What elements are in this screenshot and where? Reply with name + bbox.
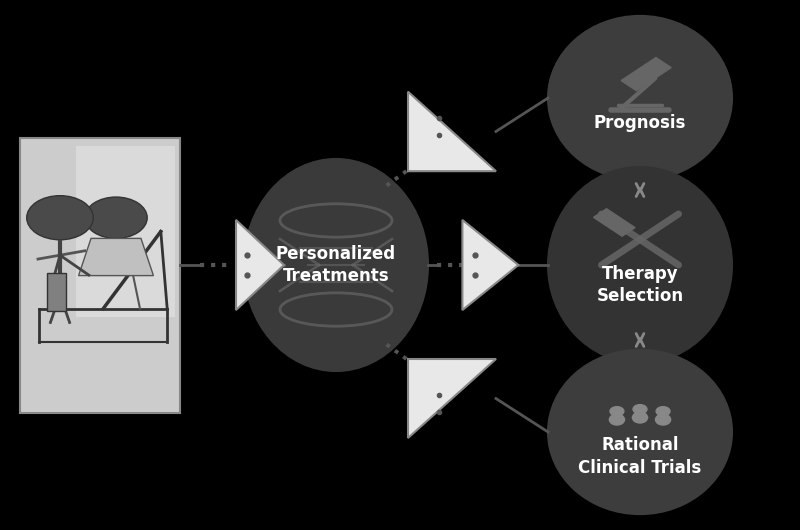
- Polygon shape: [78, 238, 154, 276]
- Ellipse shape: [610, 414, 625, 425]
- Circle shape: [633, 404, 647, 414]
- Ellipse shape: [244, 159, 428, 371]
- FancyBboxPatch shape: [20, 138, 180, 413]
- Ellipse shape: [548, 16, 732, 180]
- Text: Therapy
Selection: Therapy Selection: [597, 264, 683, 305]
- Ellipse shape: [548, 167, 732, 363]
- Polygon shape: [621, 58, 671, 91]
- Ellipse shape: [655, 414, 670, 425]
- Ellipse shape: [548, 350, 732, 514]
- Text: Prognosis: Prognosis: [594, 114, 686, 131]
- Polygon shape: [594, 209, 635, 236]
- Circle shape: [26, 196, 94, 240]
- Polygon shape: [408, 92, 496, 171]
- Polygon shape: [408, 359, 496, 438]
- Circle shape: [610, 407, 624, 416]
- Circle shape: [656, 407, 670, 416]
- Polygon shape: [236, 220, 284, 310]
- Text: Rational
Clinical Trials: Rational Clinical Trials: [578, 437, 702, 476]
- Polygon shape: [462, 220, 518, 310]
- FancyBboxPatch shape: [76, 146, 175, 317]
- Ellipse shape: [633, 412, 647, 423]
- Bar: [47, 273, 66, 312]
- Circle shape: [85, 197, 147, 238]
- Text: Personalized
Treatments: Personalized Treatments: [276, 245, 396, 285]
